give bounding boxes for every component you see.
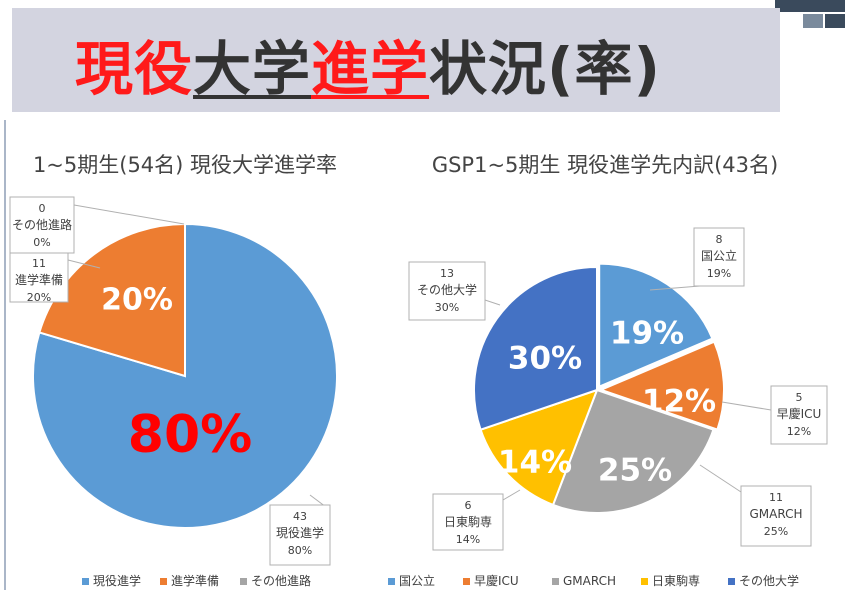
pie-1-callout-box-4 (408, 261, 486, 321)
pie-1-callout-value-2: 11 (769, 491, 783, 504)
pie-1-legend-label-3: 日東駒専 (652, 574, 700, 588)
pie-0-callout-percent-2: 0% (33, 236, 50, 249)
pie-1-leader-3 (502, 489, 521, 501)
pie-1-leader-0 (649, 285, 701, 291)
pie-1-callout-percent-0: 19% (707, 267, 731, 280)
pie-1-callout-value-0: 8 (716, 233, 723, 246)
pie-1-callout-value-4: 13 (440, 267, 454, 280)
pie-1-legend-swatch-2 (552, 578, 559, 585)
title-band (12, 8, 780, 112)
page-title: 現役大学進学状況(率) (75, 22, 661, 106)
pie-0-callout-box-2 (9, 196, 75, 254)
pie-1-percent-label-2: 25% (598, 453, 672, 489)
pie-1-slice-3 (479, 388, 599, 507)
pie-1-legend-swatch-4 (728, 578, 735, 585)
title-part-1: 現役 (75, 35, 194, 103)
pie-1-callout-category-4: その他大学 (417, 282, 477, 297)
pie-0-legend-label-1: 進学準備 (171, 573, 219, 588)
pie-0-leader-2 (73, 204, 185, 225)
pie-0-callout-box-0 (269, 504, 331, 566)
pie-0-callout-value-2: 0 (39, 202, 46, 215)
pie-1-slice-4 (473, 265, 598, 431)
pie-0-slice-1 (38, 222, 186, 378)
pie-1-slice-2 (551, 388, 715, 514)
pie-0-legend-swatch-2 (240, 578, 247, 585)
title-part-3: 進学 (311, 35, 430, 103)
left-divider (4, 120, 6, 590)
pie-1-percent-label-4: 30% (508, 341, 582, 377)
title-part-4: 状況(率) (429, 35, 662, 103)
pie-0-callout-value-1: 11 (32, 257, 46, 270)
pie-0-legend-swatch-0 (82, 578, 89, 585)
right-chart-title: GSP1~5期生 現役進学先内訳(43名) (431, 153, 779, 177)
pie-0-leader-1 (67, 259, 101, 269)
pie-1-leader-1 (721, 401, 772, 411)
pie-1-callout-category-3: 日東駒専 (444, 515, 492, 529)
pie-1-callout-box-1 (770, 385, 828, 445)
pie-1-leader-4 (484, 299, 501, 306)
pie-0-callout-box-1 (9, 251, 69, 303)
title-part-2: 大学 (193, 35, 312, 103)
pie-1-callout-percent-1: 12% (787, 425, 811, 438)
left-chart-title: 1~5期生(54名) 現役大学進学率 (32, 153, 338, 177)
pie-1-callout-percent-3: 14% (456, 533, 480, 546)
pie-0-callout-category-1: 進学準備 (15, 272, 63, 287)
pie-0-percent-label-1: 20% (101, 283, 173, 318)
pie-1-legend-swatch-3 (641, 578, 648, 585)
pie-0-legend-label-2: その他進路 (251, 573, 311, 588)
pie-0-callout-percent-1: 20% (27, 291, 51, 304)
pie-1-callout-box-0 (693, 227, 745, 287)
pie-1-callout-box-3 (432, 493, 504, 551)
pie-1-callout-category-1: 早慶ICU (777, 407, 822, 421)
pie-1-percent-label-3: 14% (498, 445, 572, 481)
pie-0-callout-percent-0: 80% (288, 544, 312, 557)
pie-0-callout-category-2: その他進路 (12, 217, 72, 232)
pie-1-legend-label-1: 早慶ICU (474, 574, 519, 588)
pie-0-legend-label-0: 現役進学 (93, 573, 141, 588)
pie-1-legend-label-4: その他大学 (739, 573, 799, 588)
pie-1-legend-label-2: GMARCH (563, 574, 616, 588)
pie-1-slice-1 (598, 340, 725, 431)
pie-1-legend-swatch-0 (388, 578, 395, 585)
pie-0-callout-category-0: 現役進学 (276, 525, 324, 540)
pie-1-callout-value-1: 5 (796, 391, 803, 404)
pie-1-callout-value-3: 6 (465, 499, 472, 512)
pie-1-leader-2 (699, 464, 742, 493)
pie-1-percent-label-0: 19% (610, 316, 684, 352)
pie-1-callout-box-2 (740, 485, 812, 547)
pie-1-callout-percent-4: 30% (435, 301, 459, 314)
pie-1-callout-category-0: 国公立 (701, 248, 737, 263)
pie-1-slice-0 (598, 262, 714, 389)
pie-0-percent-label-0: 80% (128, 405, 252, 465)
pie-0-callout-value-0: 43 (293, 510, 307, 523)
pie-0-legend-swatch-1 (160, 578, 167, 585)
pie-1-legend-swatch-1 (463, 578, 470, 585)
pie-1-callout-percent-2: 25% (764, 525, 788, 538)
pie-1-callout-category-2: GMARCH (749, 507, 802, 521)
decorative-top-bars (775, 0, 845, 28)
pie-1-legend-label-0: 国公立 (399, 573, 435, 588)
